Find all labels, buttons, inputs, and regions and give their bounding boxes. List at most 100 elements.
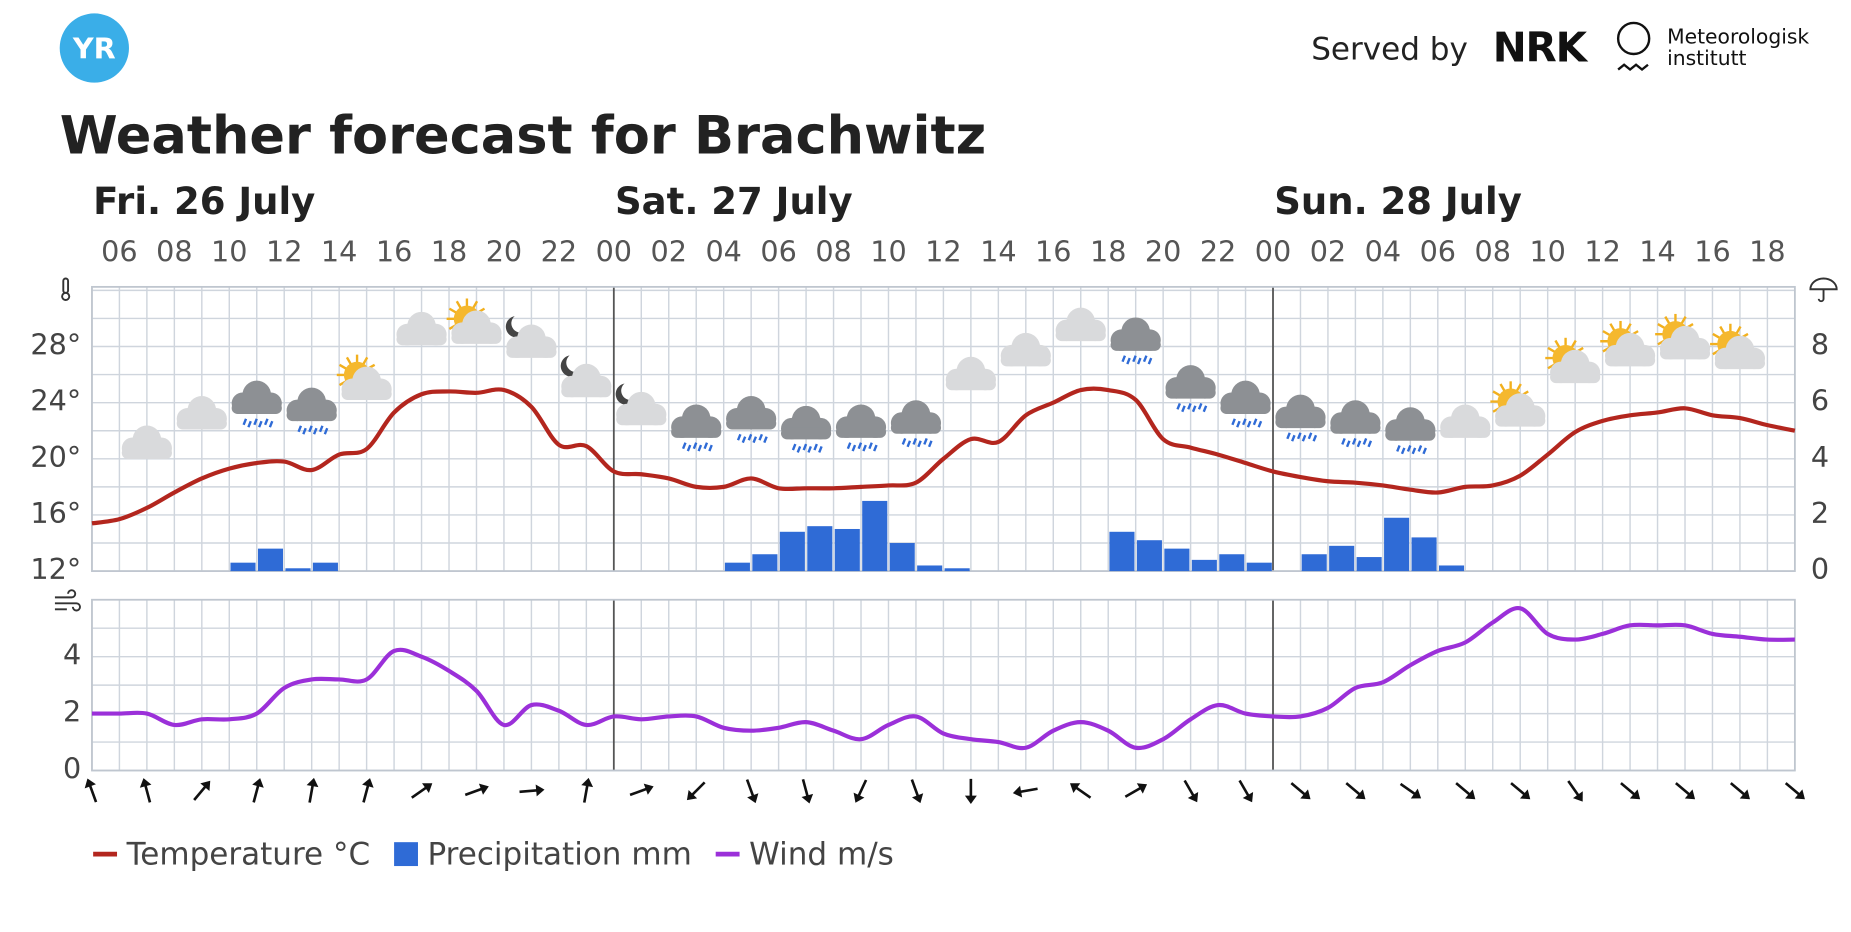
- rain-drops: [308, 425, 318, 435]
- weather-symbol: [1165, 365, 1216, 413]
- rain-drops: [253, 418, 263, 428]
- rain-drops: [1176, 402, 1186, 413]
- precipitation-bar: [724, 562, 750, 572]
- x-tick-label: 14: [1639, 234, 1675, 268]
- rain-drops: [1417, 445, 1427, 455]
- wind-line: [91, 606, 1795, 751]
- rain-drops: [758, 433, 768, 444]
- y-tick-label: 16°: [30, 496, 81, 530]
- wind-arrow-head: [1520, 789, 1531, 800]
- wind-arrow-head: [747, 793, 759, 804]
- yr-logo-text: YR: [72, 31, 116, 65]
- y-tick-label: 28°: [30, 328, 81, 362]
- weather-symbol: [671, 404, 722, 452]
- rain-drops: [242, 418, 252, 428]
- cloud-part: [1495, 414, 1546, 427]
- cloud-part: [781, 427, 832, 440]
- wind-arrow-head: [422, 783, 433, 793]
- precipitation-bar: [1219, 554, 1245, 572]
- met-logo-wave: [1617, 63, 1649, 72]
- wind-tick-label: 4: [63, 638, 81, 672]
- weather-symbol: [505, 316, 557, 358]
- wind-arrow: [1675, 782, 1696, 800]
- wind-arrow-head: [581, 777, 594, 788]
- weather-symbol: [781, 405, 832, 453]
- yr-logo[interactable]: [59, 13, 129, 83]
- precipitation-bar: [779, 531, 805, 572]
- wind-arrow-head: [1300, 789, 1311, 800]
- y2-tick-label: 2: [1811, 496, 1829, 530]
- x-tick-label: 14: [321, 234, 357, 268]
- moon: [615, 383, 637, 405]
- cloud-part: [1275, 416, 1326, 429]
- wind-arrow-head: [478, 783, 489, 795]
- precipitation-bar: [807, 526, 833, 572]
- wind-arrow-head: [1684, 789, 1696, 800]
- cloud-part: [561, 385, 612, 398]
- weather-symbol: [1275, 394, 1326, 442]
- rain-drops: [1132, 355, 1142, 365]
- wind-arrow: [1510, 782, 1531, 800]
- day-label: Sun. 28 July: [1274, 180, 1522, 223]
- wind-icon: [54, 589, 81, 612]
- wind-arrow: [1345, 782, 1366, 800]
- cloud-part: [506, 345, 557, 358]
- x-tick-label: 18: [1090, 234, 1126, 268]
- rain-drops: [318, 425, 329, 435]
- x-tick-label: 16: [1035, 234, 1071, 268]
- moon: [505, 316, 527, 338]
- weather-symbol: [1055, 307, 1106, 342]
- wind-arrow: [193, 780, 211, 801]
- wind-arrow-head: [535, 784, 545, 797]
- precipitation-bar: [230, 562, 256, 572]
- rain-drops: [912, 438, 922, 448]
- precipitation-bar: [889, 543, 915, 572]
- rain-drops: [264, 418, 274, 428]
- weather-symbol: [1710, 323, 1766, 370]
- precipitation-bar: [1329, 545, 1355, 572]
- rain-drops: [1231, 418, 1241, 428]
- met-name: Meteorologisk: [1667, 24, 1809, 48]
- legend-label: Wind m/s: [749, 836, 894, 872]
- nrk-logo[interactable]: NRK: [1493, 23, 1590, 71]
- precipitation-bar: [1301, 554, 1327, 572]
- cloud-part: [1604, 354, 1656, 367]
- rain-drops: [1307, 432, 1318, 442]
- wind-tick-label: 2: [63, 695, 81, 729]
- precipitation-bar: [1109, 531, 1135, 572]
- weather-symbol: [1440, 404, 1491, 438]
- rain-drops: [1351, 438, 1362, 448]
- umbrella-icon: [1809, 277, 1838, 303]
- y2-tick-label: 8: [1811, 328, 1829, 362]
- rain-drops: [1296, 432, 1307, 442]
- wind-arrow-head: [1410, 788, 1422, 799]
- cloud-part: [396, 333, 447, 346]
- weather-symbol: [726, 396, 777, 444]
- wind-arrow-head: [911, 793, 924, 804]
- x-tick-label: 08: [156, 234, 192, 268]
- rain-drops: [846, 442, 857, 452]
- rain-drops: [1197, 402, 1208, 413]
- y-tick-label: 20°: [30, 440, 81, 474]
- x-tick-label: 20: [486, 234, 522, 268]
- cloud-part: [1440, 425, 1491, 438]
- met-logo[interactable]: [1616, 21, 1651, 56]
- wind-arrow: [745, 779, 759, 804]
- cloud-part: [1055, 329, 1106, 342]
- precipitation-bar: [1384, 517, 1410, 572]
- precipitation-bar: [752, 554, 778, 572]
- rain-drops: [692, 442, 703, 452]
- wind-arrow-head: [686, 789, 698, 801]
- precipitation-bar: [944, 568, 970, 572]
- weather-symbol: [945, 356, 996, 391]
- cloud-part: [1385, 428, 1436, 441]
- x-tick-label: 16: [376, 234, 412, 268]
- x-tick-label: 00: [1255, 234, 1291, 268]
- cloud-part: [1714, 357, 1766, 370]
- wind-arrow-head: [1629, 789, 1641, 800]
- rain-drops: [297, 425, 307, 435]
- wind-arrow-head: [1136, 783, 1148, 794]
- wind-arrow: [910, 779, 924, 804]
- cloud-part: [176, 417, 227, 430]
